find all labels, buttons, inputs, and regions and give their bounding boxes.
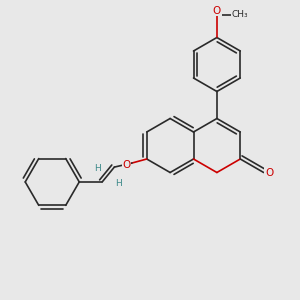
Text: H: H — [116, 179, 122, 188]
Text: O: O — [265, 167, 273, 178]
Text: O: O — [122, 160, 130, 170]
Text: CH₃: CH₃ — [231, 10, 248, 19]
Text: O: O — [213, 6, 221, 16]
Text: H: H — [94, 164, 101, 173]
